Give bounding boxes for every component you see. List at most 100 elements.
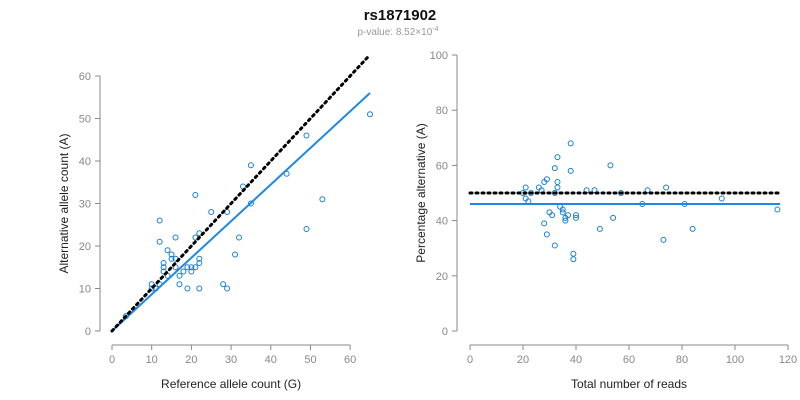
- data-point: [188, 264, 195, 271]
- data-point: [567, 140, 574, 147]
- data-point: [164, 247, 171, 254]
- x-tick-label: 30: [225, 354, 237, 366]
- data-point: [607, 162, 614, 169]
- x-tick-label: 120: [779, 354, 797, 366]
- data-point: [549, 212, 556, 219]
- y-tick-label: 40: [436, 216, 448, 228]
- data-point: [570, 250, 577, 257]
- data-point: [148, 285, 155, 292]
- data-point: [224, 209, 231, 215]
- x-axis-label: Total number of reads: [571, 377, 687, 391]
- subtitle-prefix: p-value: 8.52×10: [357, 27, 432, 38]
- x-tick-label: 100: [726, 354, 744, 366]
- data-point: [689, 225, 696, 232]
- data-point: [156, 238, 163, 245]
- data-point: [573, 212, 579, 219]
- data-point: [176, 281, 183, 288]
- data-point: [176, 272, 183, 279]
- data-point: [236, 234, 243, 241]
- data-point: [180, 268, 187, 275]
- data-point: [551, 165, 558, 172]
- data-point: [192, 192, 199, 198]
- data-point: [168, 255, 175, 262]
- y-tick-label: 100: [430, 50, 448, 62]
- y-tick-label: 40: [79, 156, 91, 168]
- data-point: [663, 184, 670, 191]
- data-point: [718, 195, 725, 202]
- data-point: [554, 154, 561, 161]
- x-tick-label: 60: [344, 354, 356, 366]
- data-point: [172, 234, 179, 241]
- data-point: [156, 217, 163, 224]
- y-tick-label: 60: [79, 71, 91, 83]
- data-point: [208, 209, 215, 215]
- data-point: [559, 206, 566, 213]
- right-panel: 0 20 40 60 80 100 120 0 20 40 60 80 100 Total number …: [414, 50, 797, 391]
- data-point: [247, 200, 254, 207]
- x-tick-label: 0: [467, 354, 473, 366]
- y-tick-label: 10: [79, 284, 91, 296]
- data-point: [160, 264, 167, 271]
- data-point: [188, 268, 195, 275]
- y-axis-label: Percentage alternative (A): [414, 123, 428, 262]
- data-point: [192, 264, 199, 271]
- y-tick-label: 20: [436, 271, 448, 283]
- data-point: [596, 225, 603, 232]
- fit-line: [111, 92, 371, 332]
- x-tick-label: 20: [185, 354, 197, 366]
- data-point: [367, 111, 373, 118]
- data-point: [160, 260, 167, 266]
- data-point: [774, 206, 781, 213]
- data-point: [543, 231, 550, 238]
- x-tick-label: 50: [304, 354, 316, 366]
- data-point: [660, 236, 667, 243]
- x-tick-label: 60: [623, 354, 635, 366]
- data-point: [232, 251, 239, 258]
- data-point: [559, 209, 566, 216]
- data-point: [610, 214, 617, 221]
- data-point: [184, 264, 191, 271]
- data-point: [303, 132, 310, 139]
- data-point: [567, 167, 574, 174]
- left-panel: 0 10 20 30 40 50 60 0 10 20 30 40 50 60 Reference alle…: [57, 53, 373, 391]
- x-tick-label: 80: [676, 354, 688, 366]
- data-point: [551, 242, 558, 249]
- data-point: [554, 178, 561, 185]
- data-point: [554, 184, 561, 191]
- y-tick-label: 0: [442, 326, 448, 338]
- x-tick-label: 40: [570, 354, 582, 366]
- y-tick-label: 30: [79, 199, 91, 211]
- data-point: [543, 176, 550, 183]
- reference-line: [110, 53, 372, 333]
- data-point: [644, 187, 651, 194]
- data-point: [541, 220, 548, 227]
- data-point: [224, 285, 231, 292]
- data-point: [319, 196, 326, 203]
- x-tick-label: 20: [517, 354, 529, 366]
- data-point: [196, 255, 203, 262]
- chart-title: rs1871902: [364, 7, 437, 24]
- data-point: [522, 184, 529, 191]
- data-point: [573, 214, 579, 221]
- data-point: [220, 281, 227, 288]
- data-point: [196, 260, 203, 266]
- data-point: [184, 285, 191, 292]
- x-axis-label: Reference allele count (G): [161, 377, 301, 391]
- x-tick-label: 10: [146, 354, 158, 366]
- y-tick-label: 50: [79, 114, 91, 126]
- data-point: [570, 256, 577, 263]
- y-tick-label: 80: [436, 105, 448, 117]
- x-tick-label: 40: [265, 354, 277, 366]
- subtitle-exponent: -4: [432, 26, 438, 33]
- x-tick-label: 0: [109, 354, 115, 366]
- data-point: [565, 212, 572, 219]
- data-point: [247, 162, 254, 169]
- chart-subtitle: p-value: 8.52×10-4: [357, 26, 438, 38]
- y-tick-label: 20: [79, 241, 91, 253]
- y-tick-label: 0: [85, 326, 91, 338]
- data-point: [168, 251, 175, 258]
- y-axis-label: Alternative allele count (A): [57, 133, 71, 273]
- data-point: [303, 226, 310, 232]
